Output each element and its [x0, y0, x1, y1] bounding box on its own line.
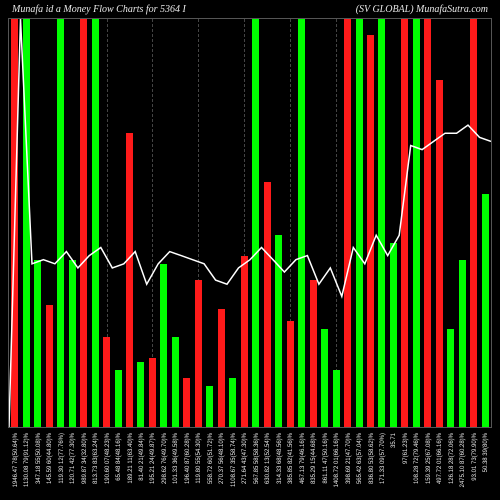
money-flow-chart — [8, 18, 492, 428]
bar — [287, 321, 294, 427]
x-label: 347.18 55(50.08)% — [36, 433, 42, 484]
x-label: 119.30 12(77.76%) — [59, 433, 65, 484]
header-right: (SV GLOBAL) MunafaSutra.com — [356, 4, 488, 15]
x-label: 119.80 55(54.30)% — [196, 433, 202, 484]
bar — [195, 280, 202, 427]
bar — [344, 19, 351, 427]
bar — [378, 19, 385, 427]
x-label: 189.21 11(63.40)% — [128, 433, 134, 484]
x-label: 314.33 68(48.56)% — [277, 433, 283, 484]
bar — [310, 280, 317, 427]
x-label: 630.82 13(52.54)% — [265, 433, 271, 484]
x-label: 97(61.23)% — [403, 433, 409, 464]
x-label: 836.80 53(58.62)% — [369, 433, 375, 484]
x-label: 65.48 84(48.16)% — [116, 433, 122, 481]
x-label: 861.11 47(50.16)% — [323, 433, 329, 484]
x-label: 567.85 58(58.36)% — [254, 433, 260, 484]
bar — [126, 133, 133, 427]
x-label: 385.85 82(41.56)% — [288, 433, 294, 484]
bar — [149, 358, 156, 427]
x-label: 989.87 34(32.80)% — [82, 433, 88, 484]
x-label: 126.18 28(72.06)% — [449, 433, 455, 484]
x-label: 120.71 42(77.30)% — [70, 433, 76, 484]
bar — [34, 260, 41, 427]
bar — [482, 194, 489, 427]
bar-series — [9, 19, 491, 427]
bar — [11, 19, 18, 427]
x-label: 2475.10 87(60.28)% — [460, 433, 466, 487]
bar — [218, 309, 225, 427]
x-label: 398.69 21(47.70)% — [346, 433, 352, 484]
bar — [333, 370, 340, 427]
bar — [172, 337, 179, 427]
bar — [264, 182, 271, 427]
x-label: 1130.08 79(91.12)% — [24, 433, 30, 487]
bar — [252, 19, 259, 427]
x-label: 50.38 39(80)% — [483, 433, 489, 472]
bar — [103, 337, 110, 427]
bar — [356, 19, 363, 427]
bar — [470, 19, 477, 427]
header-left: Munafa id a Money Flow Charts for 5364 I — [12, 4, 186, 15]
bar — [69, 260, 76, 427]
bar — [390, 243, 397, 427]
x-label: 35.71 — [391, 433, 397, 448]
bar — [57, 19, 64, 427]
bar — [80, 19, 87, 427]
x-label: 298.62 76(49.70)% — [162, 433, 168, 484]
x-label: 1408.72 01(66.16)% — [334, 433, 340, 487]
x-label: 171.33 09(57.70%) — [380, 433, 386, 484]
bar — [183, 378, 190, 427]
bar — [23, 19, 30, 427]
bar — [115, 370, 122, 427]
x-label: 159.39 25(67.08)% — [426, 433, 432, 484]
x-label: 497.72 01(66.16)% — [437, 433, 443, 484]
bar — [459, 260, 466, 427]
bar — [298, 19, 305, 427]
x-label: 835.29 15(44.68)% — [311, 433, 317, 484]
chart-header: Munafa id a Money Flow Charts for 5364 I… — [0, 4, 500, 15]
x-label: 81.40 21(49.84)% — [139, 433, 145, 481]
bar — [367, 35, 374, 427]
bar — [436, 80, 443, 427]
bar — [92, 19, 99, 427]
bar — [413, 19, 420, 427]
x-label: 271.64 43(47.30)% — [242, 433, 248, 484]
bar — [275, 235, 282, 427]
x-label: 93.01 73(79.90)% — [472, 433, 478, 481]
x-label: 558.72 60(51.72)% — [208, 433, 214, 484]
x-label: 108.28 72(79.46)% — [414, 433, 420, 484]
x-label: 1946.47 78(50.64)% — [13, 433, 19, 487]
x-label: 195.21 24(49.87)% — [150, 433, 156, 484]
bar — [321, 329, 328, 427]
bar — [447, 329, 454, 427]
bar — [241, 256, 248, 427]
x-label: 196.40 87(60.28)% — [185, 433, 191, 484]
bar — [424, 19, 431, 427]
x-axis-labels: 1946.47 78(50.64)% 1130.08 79(91.12)% 347.… — [8, 428, 492, 500]
x-label: 270.37 56(48.10)% — [219, 433, 225, 484]
bar — [229, 378, 236, 427]
x-label: 101.33 36(49.58)% — [173, 433, 179, 484]
x-label: 565.42 63(57.04)% — [357, 433, 363, 484]
x-label: 813.73 83(63.24)% — [93, 433, 99, 484]
x-label: 145.59 60(44.80)% — [47, 433, 53, 484]
bar — [46, 305, 53, 427]
x-label: 467.13 79(46.16)% — [300, 433, 306, 484]
bar — [401, 19, 408, 427]
bar — [137, 362, 144, 427]
x-label: 1108.67 35(58.74)% — [231, 433, 237, 487]
bar — [206, 386, 213, 427]
x-label: 190.60 07(48.23)% — [105, 433, 111, 484]
bar — [160, 264, 167, 427]
